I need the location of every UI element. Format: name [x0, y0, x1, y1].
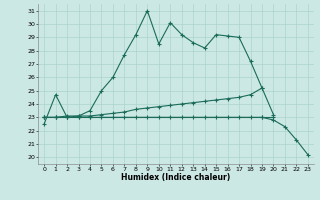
X-axis label: Humidex (Indice chaleur): Humidex (Indice chaleur) — [121, 173, 231, 182]
